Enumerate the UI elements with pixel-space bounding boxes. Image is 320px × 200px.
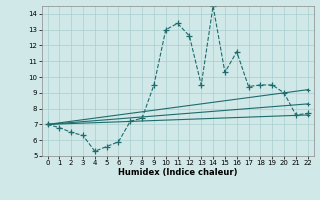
- X-axis label: Humidex (Indice chaleur): Humidex (Indice chaleur): [118, 168, 237, 177]
